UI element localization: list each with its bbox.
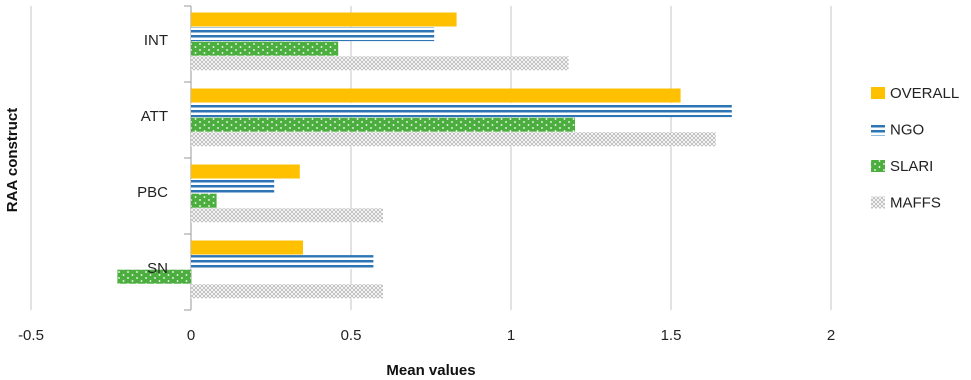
legend-label-ngo: NGO (890, 122, 924, 139)
bar-slari-att (191, 117, 575, 132)
bar-overall-att (191, 88, 681, 103)
category-labels: INT ATT PBC SN (137, 32, 168, 277)
x-tick-label: -0.5 (18, 327, 44, 344)
legend-swatch-maffs (871, 196, 885, 209)
category-label: PBC (137, 184, 168, 201)
bar-ngo-sn (191, 255, 374, 270)
bar-maffs-int (191, 56, 569, 71)
legend-swatch-slari (871, 160, 885, 172)
bar-ngo-pbc (191, 179, 275, 194)
legend-label-maffs: MAFFS (890, 195, 941, 212)
x-tick-label: 0.5 (341, 327, 362, 344)
bar-maffs-pbc (191, 208, 383, 223)
x-tick-label: 2 (827, 327, 835, 344)
category-label: INT (144, 32, 168, 49)
x-axis-title: Mean values (386, 362, 475, 379)
bar-slari-int (191, 41, 339, 56)
bar-overall-pbc (191, 164, 300, 179)
x-tick-label: 0 (187, 327, 195, 344)
legend-swatch-ngo (871, 123, 885, 136)
bar-ngo-att (191, 103, 732, 118)
legend-label-slari: SLARI (890, 158, 933, 175)
bar-maffs-att (191, 132, 716, 147)
category-ticks (184, 5, 191, 311)
y-axis-title: RAA construct (4, 108, 21, 212)
legend: OVERALL NGO SLARI MAFFS (871, 85, 959, 212)
bar-maffs-sn (191, 284, 383, 299)
bar-slari-sn (117, 269, 191, 284)
x-tick-label: 1.5 (661, 327, 682, 344)
category-label: SN (147, 260, 168, 277)
category-label: ATT (141, 108, 168, 125)
legend-swatch-overall (871, 87, 885, 99)
legend-label-overall: OVERALL (890, 85, 959, 102)
bar-ngo-int (191, 27, 435, 42)
bar-slari-pbc (191, 193, 217, 208)
x-tick-labels: -0.5 0 0.5 1 1.5 2 (18, 327, 835, 344)
x-tick-label: 1 (507, 327, 515, 344)
bar-overall-int (191, 12, 457, 27)
bar-overall-sn (191, 240, 303, 255)
bars (117, 12, 732, 299)
